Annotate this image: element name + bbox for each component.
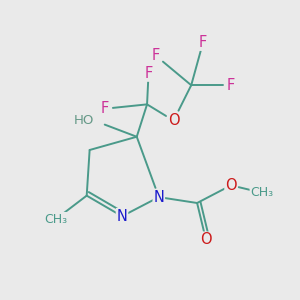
- Text: O: O: [200, 232, 212, 247]
- Text: HO: HO: [74, 114, 94, 127]
- Text: F: F: [199, 35, 207, 50]
- Text: F: F: [227, 78, 235, 93]
- Text: N: N: [153, 190, 164, 205]
- Text: F: F: [152, 48, 160, 63]
- Text: O: O: [225, 178, 237, 193]
- Text: CH₃: CH₃: [250, 186, 274, 199]
- Text: F: F: [144, 66, 153, 81]
- Text: CH₃: CH₃: [44, 213, 67, 226]
- Text: N: N: [117, 209, 128, 224]
- Text: O: O: [168, 113, 179, 128]
- Text: F: F: [100, 101, 109, 116]
